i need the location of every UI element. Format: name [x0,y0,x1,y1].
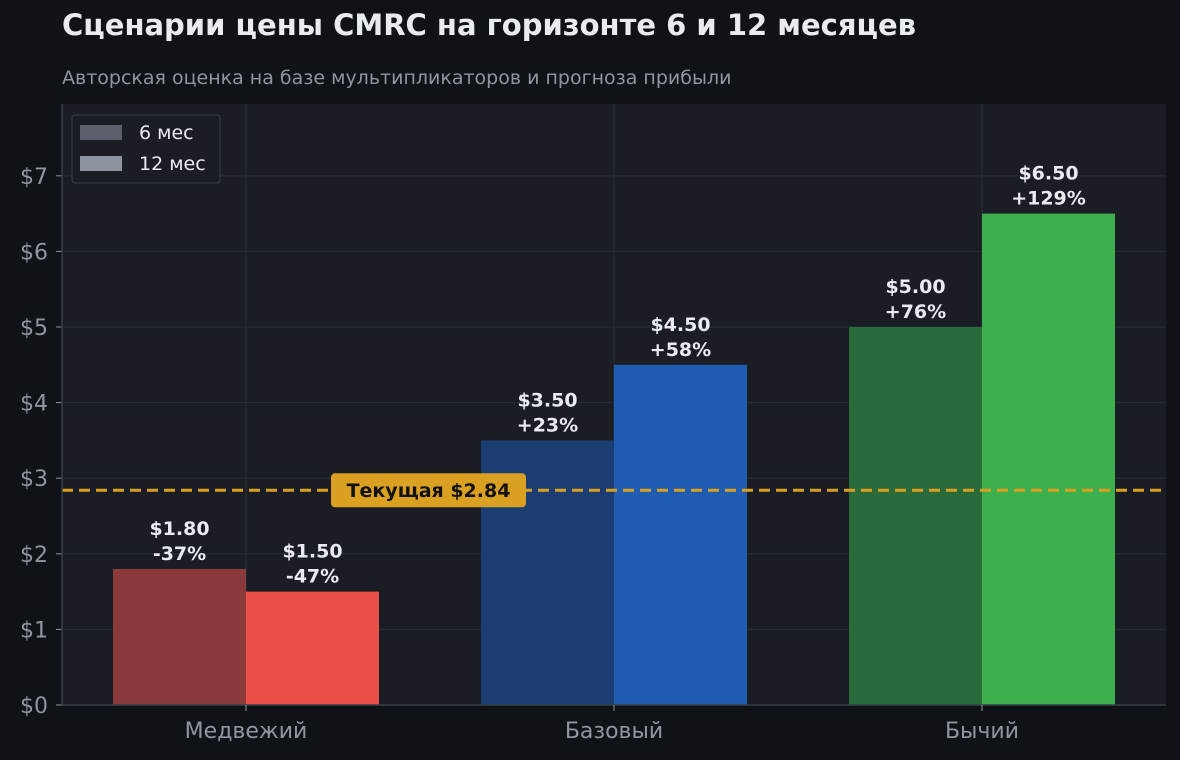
legend-label: 6 мес [139,122,194,144]
current-price-label: Текущая $2.84 [347,480,511,502]
y-tick-label: $3 [20,467,48,492]
y-tick-label: $0 [20,694,48,719]
current-price-badge [331,473,526,508]
data-label-change: +58% [650,339,711,361]
bar-6m [113,568,246,705]
chart-subtitle: Авторская оценка на базе мультипликаторо… [62,67,732,89]
data-label-price: $6.50 [1018,163,1078,185]
data-label-change: +129% [1011,188,1086,210]
data-label-change: +23% [517,414,578,436]
legend-swatch [80,156,122,171]
data-label-price: $1.50 [282,541,342,563]
y-tick-label: $7 [20,165,48,190]
y-tick-label: $5 [20,316,48,341]
chart-title: Сценарии цены CMRC на горизонте 6 и 12 м… [62,8,916,42]
data-label-change: -37% [153,543,206,565]
data-label-price: $3.50 [517,389,577,411]
legend-swatch [80,125,122,140]
x-tick-label: Бычий [945,719,1019,744]
bar-12m [614,364,747,705]
legend-label: 12 мес [139,153,206,175]
y-tick-label: $6 [20,240,48,265]
data-label-change: +76% [885,301,946,323]
data-label-change: -47% [286,566,339,588]
y-tick-label: $4 [20,392,48,417]
y-tick-label: $1 [20,618,48,643]
bar-12m [982,213,1115,706]
bar-12m [246,591,379,705]
y-tick-label: $2 [20,543,48,568]
bar-6m [849,327,982,705]
data-label-price: $5.00 [885,276,945,298]
data-label-price: $4.50 [650,314,710,336]
x-tick-label: Базовый [565,719,663,744]
x-tick-label: Медвежий [185,719,308,744]
data-label-price: $1.80 [149,518,209,540]
